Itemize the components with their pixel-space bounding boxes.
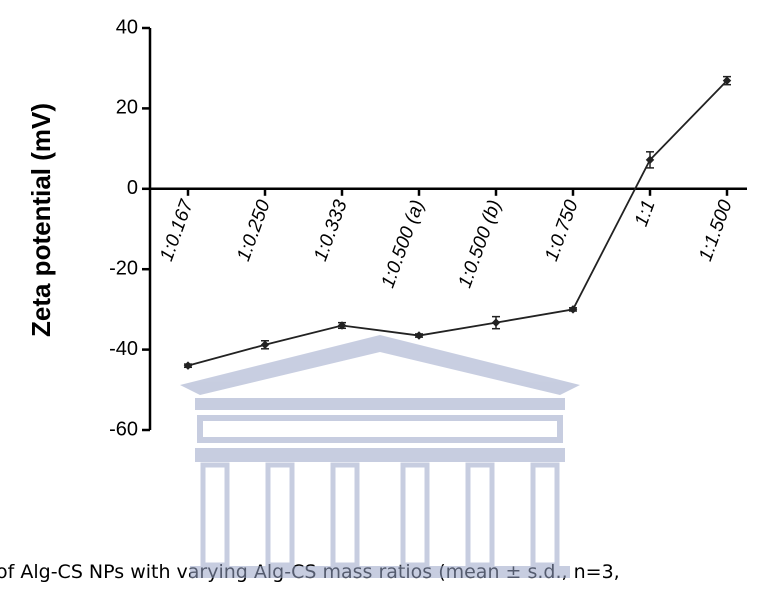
data-point bbox=[569, 305, 577, 313]
x-tick-label: 1:0.167 bbox=[156, 196, 198, 264]
data-point bbox=[415, 331, 423, 339]
x-tick-label: 1:0.750 bbox=[541, 197, 583, 264]
y-tick-label: 20 bbox=[116, 97, 138, 119]
watermark-column bbox=[533, 465, 557, 565]
watermark-band bbox=[195, 448, 565, 462]
x-tick-label: 1:0.250 bbox=[233, 197, 275, 264]
watermark bbox=[180, 335, 580, 578]
y-axis-label: Zeta potential (mV) bbox=[26, 103, 56, 337]
data-point bbox=[261, 341, 269, 349]
x-tick-label: 1:0.500 (a) bbox=[378, 197, 429, 291]
chart: Zeta potential (mV) of Alg-CS NPs with v… bbox=[0, 0, 758, 601]
watermark-column bbox=[203, 465, 227, 565]
y-tick-label: -20 bbox=[109, 257, 138, 279]
watermark-column bbox=[403, 465, 427, 565]
watermark-column bbox=[468, 465, 492, 565]
watermark-frieze bbox=[200, 418, 560, 440]
watermark-base bbox=[190, 566, 570, 578]
data-point bbox=[184, 361, 192, 369]
y-tick-label: 0 bbox=[127, 177, 138, 199]
watermark-column bbox=[333, 465, 357, 565]
watermark-entablature bbox=[195, 398, 565, 410]
x-tick-label: 1:1 bbox=[631, 197, 660, 229]
y-tick-label: -60 bbox=[109, 418, 138, 440]
watermark-pediment bbox=[180, 335, 580, 395]
x-tick-label: 1:1.500 bbox=[695, 197, 737, 264]
x-tick-label: 1:0.333 bbox=[310, 197, 352, 264]
data-point bbox=[492, 318, 500, 326]
y-tick-label: 40 bbox=[116, 16, 138, 38]
x-tick-label: 1:0.500 (b) bbox=[455, 197, 506, 291]
y-tick-label: -40 bbox=[109, 338, 138, 360]
watermark-column bbox=[268, 465, 292, 565]
